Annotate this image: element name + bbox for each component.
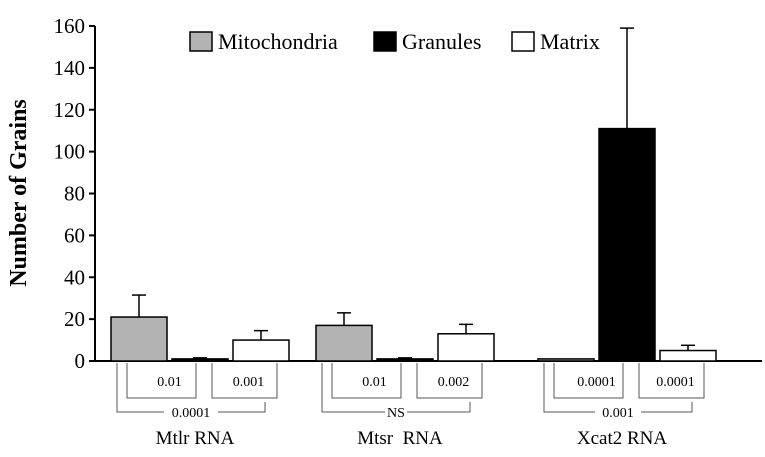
bar-granules-2 <box>598 127 656 362</box>
y-tick-label: 60 <box>64 223 85 247</box>
sig-label-inner-right-0: 0.001 <box>233 375 265 390</box>
y-tick-label: 20 <box>64 307 85 331</box>
sig-label-inner-left-1: 0.01 <box>362 375 387 390</box>
bracket-inner-left-2 <box>553 363 624 399</box>
y-tick-label: 0 <box>75 349 86 373</box>
legend-swatch-mitochondria <box>189 31 213 52</box>
sig-label-outer-bg-1 <box>385 405 407 419</box>
bracket-inner-left-0 <box>126 363 197 399</box>
y-tick-label: 40 <box>64 265 85 289</box>
category-label-0: Mtlr RNA <box>156 428 235 449</box>
bar-granules-0 <box>171 358 229 362</box>
category-label-1: Mtsr RNA <box>357 428 443 449</box>
bar-granules-1 <box>376 358 434 362</box>
significance-brackets: 0.01 0.001 0.0001 0.01 0.002 NS 0.0001 0.0001 0.… <box>116 363 705 421</box>
y-tick-label: 100 <box>54 140 86 164</box>
sig-label-inner-right-1: 0.002 <box>438 375 470 390</box>
legend-label-granules: Granules <box>402 29 481 54</box>
category-label-2: Xcat2 RNA <box>577 428 668 449</box>
bracket-inner-right-0 <box>211 363 278 399</box>
y-tick-label: 140 <box>54 56 86 80</box>
y-axis-title: Number of Grains <box>6 99 32 287</box>
y-axis-ticks: 0 20 40 60 80 100 120 140 160 <box>54 14 95 373</box>
y-tick-label: 80 <box>64 182 85 206</box>
legend-swatch-granules <box>373 31 397 52</box>
bracket-inner-right-1 <box>416 363 483 399</box>
sig-label-outer-bg-2 <box>595 405 641 419</box>
bracket-inner-left-1 <box>331 363 402 399</box>
sig-label-inner-left-2: 0.0001 <box>577 375 616 390</box>
y-tick-label: 120 <box>54 98 86 122</box>
legend: Mitochondria Granules Matrix <box>189 29 600 54</box>
sig-label-outer-2: 0.001 <box>602 406 634 421</box>
bar-mitochondria-1 <box>315 324 373 362</box>
category-labels: Mtlr RNA Mtsr RNA Xcat2 RNA <box>156 428 668 449</box>
sig-label-outer-0: 0.0001 <box>172 406 211 421</box>
sig-label-inner-left-0: 0.01 <box>157 375 182 390</box>
bracket-inner-right-2 <box>638 363 705 399</box>
legend-label-mitochondria: Mitochondria <box>218 29 338 54</box>
sig-label-inner-right-2: 0.0001 <box>656 375 695 390</box>
bar-matrix-1 <box>437 333 495 362</box>
legend-swatch-matrix <box>511 31 535 52</box>
legend-label-matrix: Matrix <box>540 29 600 54</box>
sig-label-outer-1: NS <box>387 406 405 421</box>
bar-mitochondria-0 <box>110 316 168 362</box>
bar-mitochondria-2 <box>537 358 595 362</box>
y-tick-label: 160 <box>54 14 86 38</box>
bar-groups <box>110 27 717 362</box>
bar-matrix-0 <box>232 339 290 362</box>
bar-matrix-2 <box>659 349 717 362</box>
sig-label-outer-bg-0 <box>164 405 218 419</box>
